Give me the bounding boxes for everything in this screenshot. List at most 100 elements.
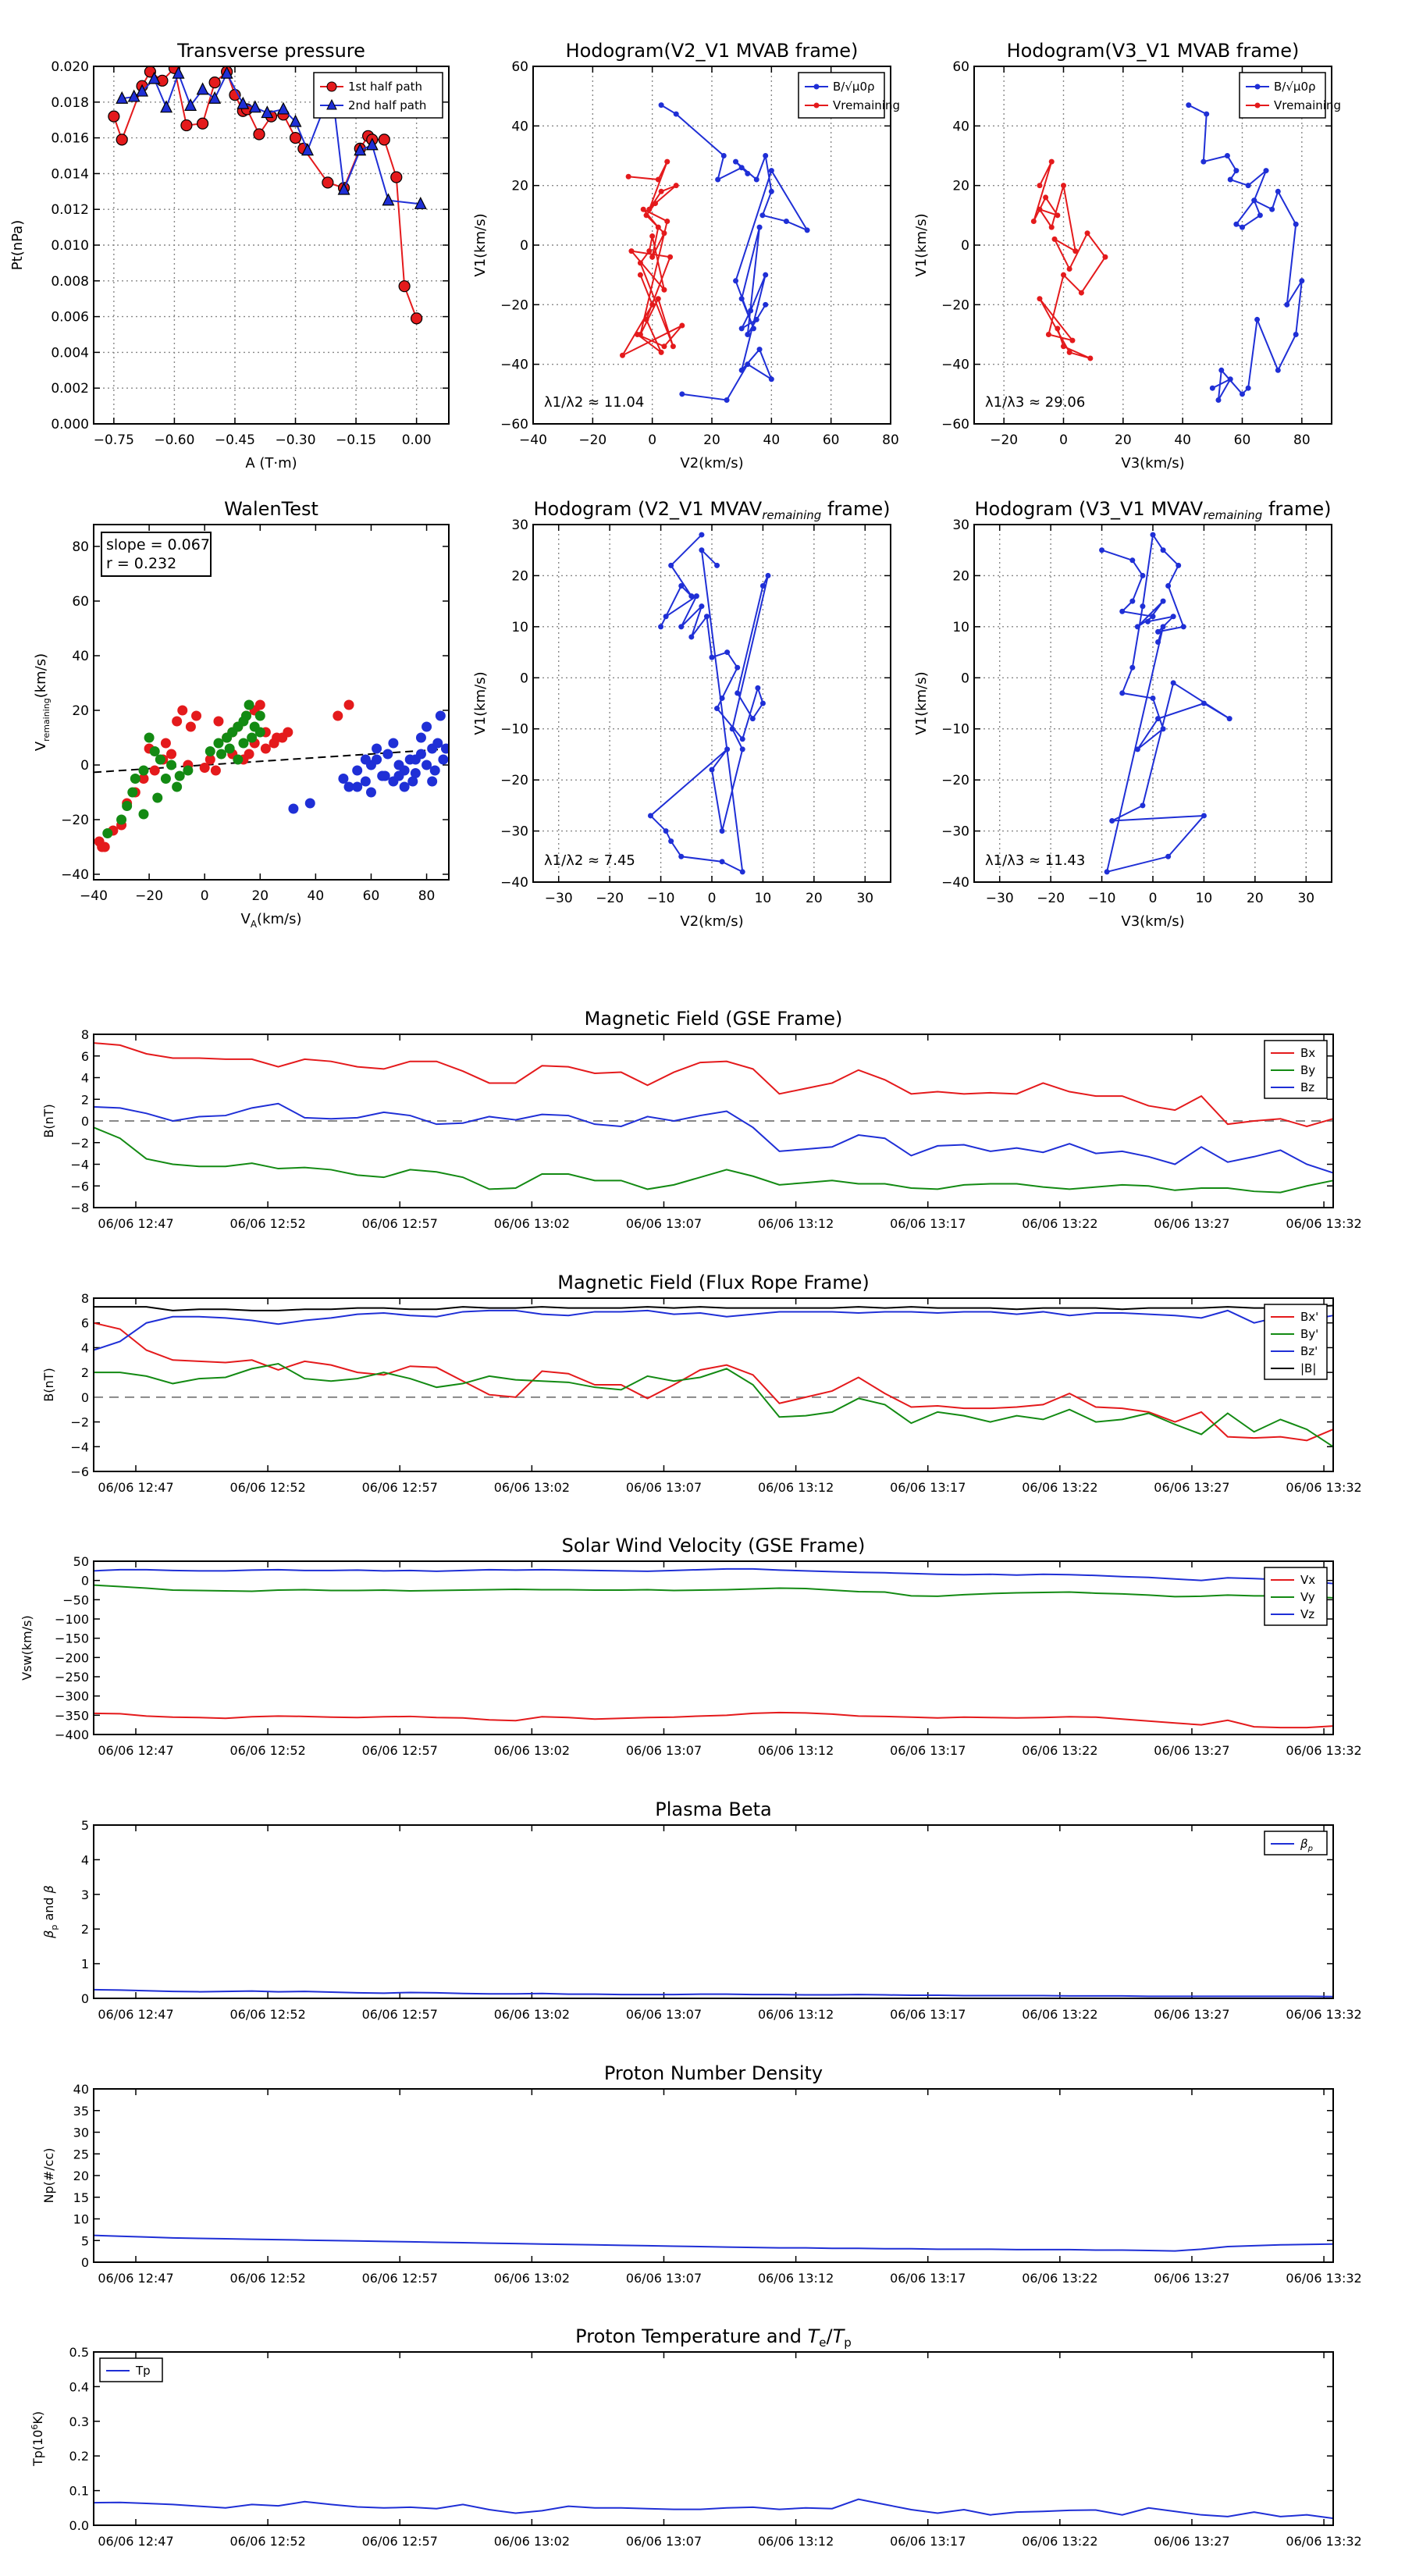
data-point <box>1087 355 1094 361</box>
x-tick-label: 20 <box>1247 891 1264 906</box>
y-tick-label: 3 <box>81 1888 89 1902</box>
data-point <box>152 792 163 803</box>
data-point <box>649 254 656 260</box>
data-point <box>620 352 625 358</box>
data-point <box>196 82 209 95</box>
data-point <box>177 705 188 716</box>
data-point <box>1155 716 1161 722</box>
y-tick-label: 0 <box>81 1114 89 1129</box>
data-point <box>220 66 233 79</box>
x-tick-label: 06/06 13:27 <box>1154 2534 1229 2549</box>
y-tick-label: 10 <box>952 620 969 635</box>
data-point <box>699 547 705 553</box>
data-point <box>637 272 643 278</box>
data-point <box>649 233 656 240</box>
y-tick-label: −4 <box>70 1158 89 1172</box>
legend-label: Vz <box>1300 1607 1314 1621</box>
data-point <box>435 710 446 721</box>
y-tick-label: 0 <box>81 2255 89 2270</box>
x-tick-label: 20 <box>703 432 720 448</box>
data-point <box>254 710 265 721</box>
data-point <box>1051 236 1058 242</box>
x-tick-label: −0.60 <box>154 432 194 448</box>
data-point <box>360 754 371 765</box>
data-point <box>729 726 735 732</box>
y-tick-label: 10 <box>73 2212 89 2227</box>
annotation-text: λ1/λ3 ≈ 11.43 <box>985 852 1085 869</box>
data-point <box>753 176 759 183</box>
data-point <box>646 206 653 212</box>
y-tick-label: −4 <box>70 1439 89 1454</box>
x-tick-label: −0.30 <box>275 432 315 448</box>
x-tick-label: −40 <box>519 432 547 448</box>
y-tick-label: 0.3 <box>69 2414 89 2429</box>
legend-marker <box>813 102 820 109</box>
y-tick-label: 0 <box>961 238 969 254</box>
y-tick-label: 50 <box>73 1554 89 1569</box>
data-point <box>658 102 664 109</box>
x-tick-label: 06/06 12:52 <box>229 1480 305 1495</box>
y-tick-label: 40 <box>511 119 528 134</box>
x-tick-label: 06/06 13:17 <box>890 1216 966 1231</box>
data-point <box>241 710 252 721</box>
x-tick-label: 06/06 13:07 <box>626 1743 702 1758</box>
data-point <box>714 562 720 568</box>
x-tick-label: 06/06 13:22 <box>1022 2534 1097 2549</box>
chart-title: WalenTest <box>224 498 318 520</box>
legend-label: By <box>1300 1063 1315 1077</box>
y-axis-label: Pt(nPa) <box>9 220 26 270</box>
y-tick-label: 0.014 <box>51 166 89 182</box>
axes-frame <box>93 524 450 881</box>
chart-mag_gse: −8 −6 −4 −2 0 2 4 6 8 06/06 12:47 06/06 12:52 06/06… <box>41 1008 1362 1231</box>
y-tick-label: 0.004 <box>51 345 89 361</box>
series-line <box>93 1988 1334 1998</box>
data-point <box>337 182 350 195</box>
series-line <box>93 2498 1334 2520</box>
x-tick-label: 06/06 12:47 <box>98 2271 173 2286</box>
x-tick-label: −10 <box>1088 891 1116 906</box>
series-line <box>93 1584 1334 1599</box>
y-tick-label: 15 <box>73 2190 89 2205</box>
x-tick-label: 20 <box>806 891 823 906</box>
x-tick-label: −10 <box>647 891 675 906</box>
data-point <box>160 774 171 784</box>
data-point <box>768 376 774 382</box>
data-point <box>804 227 810 233</box>
y-tick-label: −2 <box>70 1415 89 1430</box>
data-point <box>646 248 653 254</box>
y-tick-label: 2 <box>81 1365 89 1380</box>
plot-area <box>94 1825 1333 1998</box>
data-point <box>1084 230 1090 237</box>
data-point <box>388 738 399 749</box>
plot-area <box>94 525 449 880</box>
data-point <box>438 754 449 765</box>
data-point <box>668 838 674 845</box>
y-tick-label: 0.5 <box>69 2345 89 2360</box>
data-point <box>1140 572 1146 578</box>
y-tick-label: 30 <box>952 518 969 533</box>
legend-label: B/√μ0ρ <box>833 80 875 94</box>
data-point <box>172 716 183 727</box>
legend-label: Bz' <box>1300 1344 1318 1358</box>
data-point <box>1293 332 1299 337</box>
y-tick-label: 35 <box>73 2104 89 2119</box>
y-tick-label: −60 <box>941 417 969 432</box>
plot-area <box>94 1561 1333 1735</box>
data-point <box>745 361 751 368</box>
y-tick-label: 0.4 <box>69 2379 89 2394</box>
x-tick-label: 06/06 12:52 <box>229 1216 305 1231</box>
data-point <box>1061 343 1066 350</box>
data-point <box>668 562 674 568</box>
legend-label: Vx <box>1300 1573 1315 1587</box>
x-tick-label: 06/06 13:17 <box>890 2271 966 2286</box>
chart-title: Proton Number Density <box>604 2062 823 2084</box>
data-point <box>1200 700 1207 706</box>
data-point <box>210 765 221 776</box>
y-tick-label: 0.000 <box>51 417 89 432</box>
data-point <box>724 397 730 403</box>
data-point <box>1227 176 1233 183</box>
x-tick-label: −30 <box>545 891 573 906</box>
chart-np: 0 5 10 15 20 25 30 35 40 06/06 12:47 06/06 12:52 06… <box>41 2062 1362 2286</box>
data-point <box>352 781 363 792</box>
x-tick-label: 06/06 13:02 <box>494 1743 570 1758</box>
